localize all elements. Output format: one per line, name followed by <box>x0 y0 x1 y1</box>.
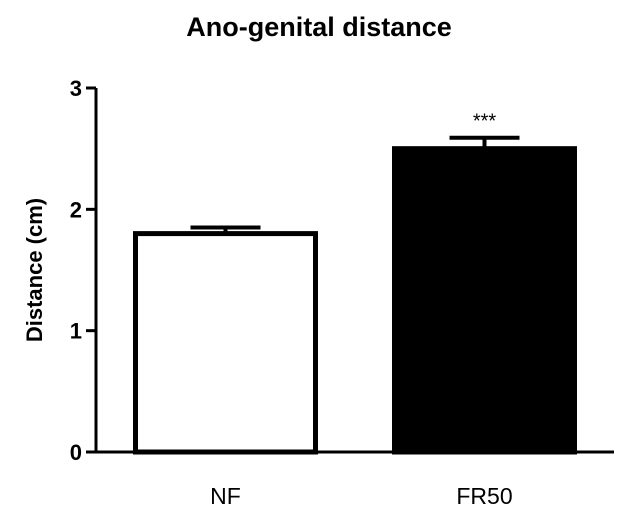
x-tick-label: NF <box>210 483 241 509</box>
chart-title: Ano-genital distance <box>186 12 452 42</box>
y-tick-label: 3 <box>70 76 82 101</box>
y-tick-label: 1 <box>70 319 82 344</box>
x-tick-label: FR50 <box>456 483 512 509</box>
y-tick-label: 2 <box>70 197 82 222</box>
bar-fr50 <box>392 146 577 455</box>
y-axis-label: Distance (cm) <box>22 198 47 342</box>
y-tick-label: 0 <box>70 440 82 465</box>
significance-annotation: *** <box>473 111 497 133</box>
bar-nf <box>133 231 318 455</box>
